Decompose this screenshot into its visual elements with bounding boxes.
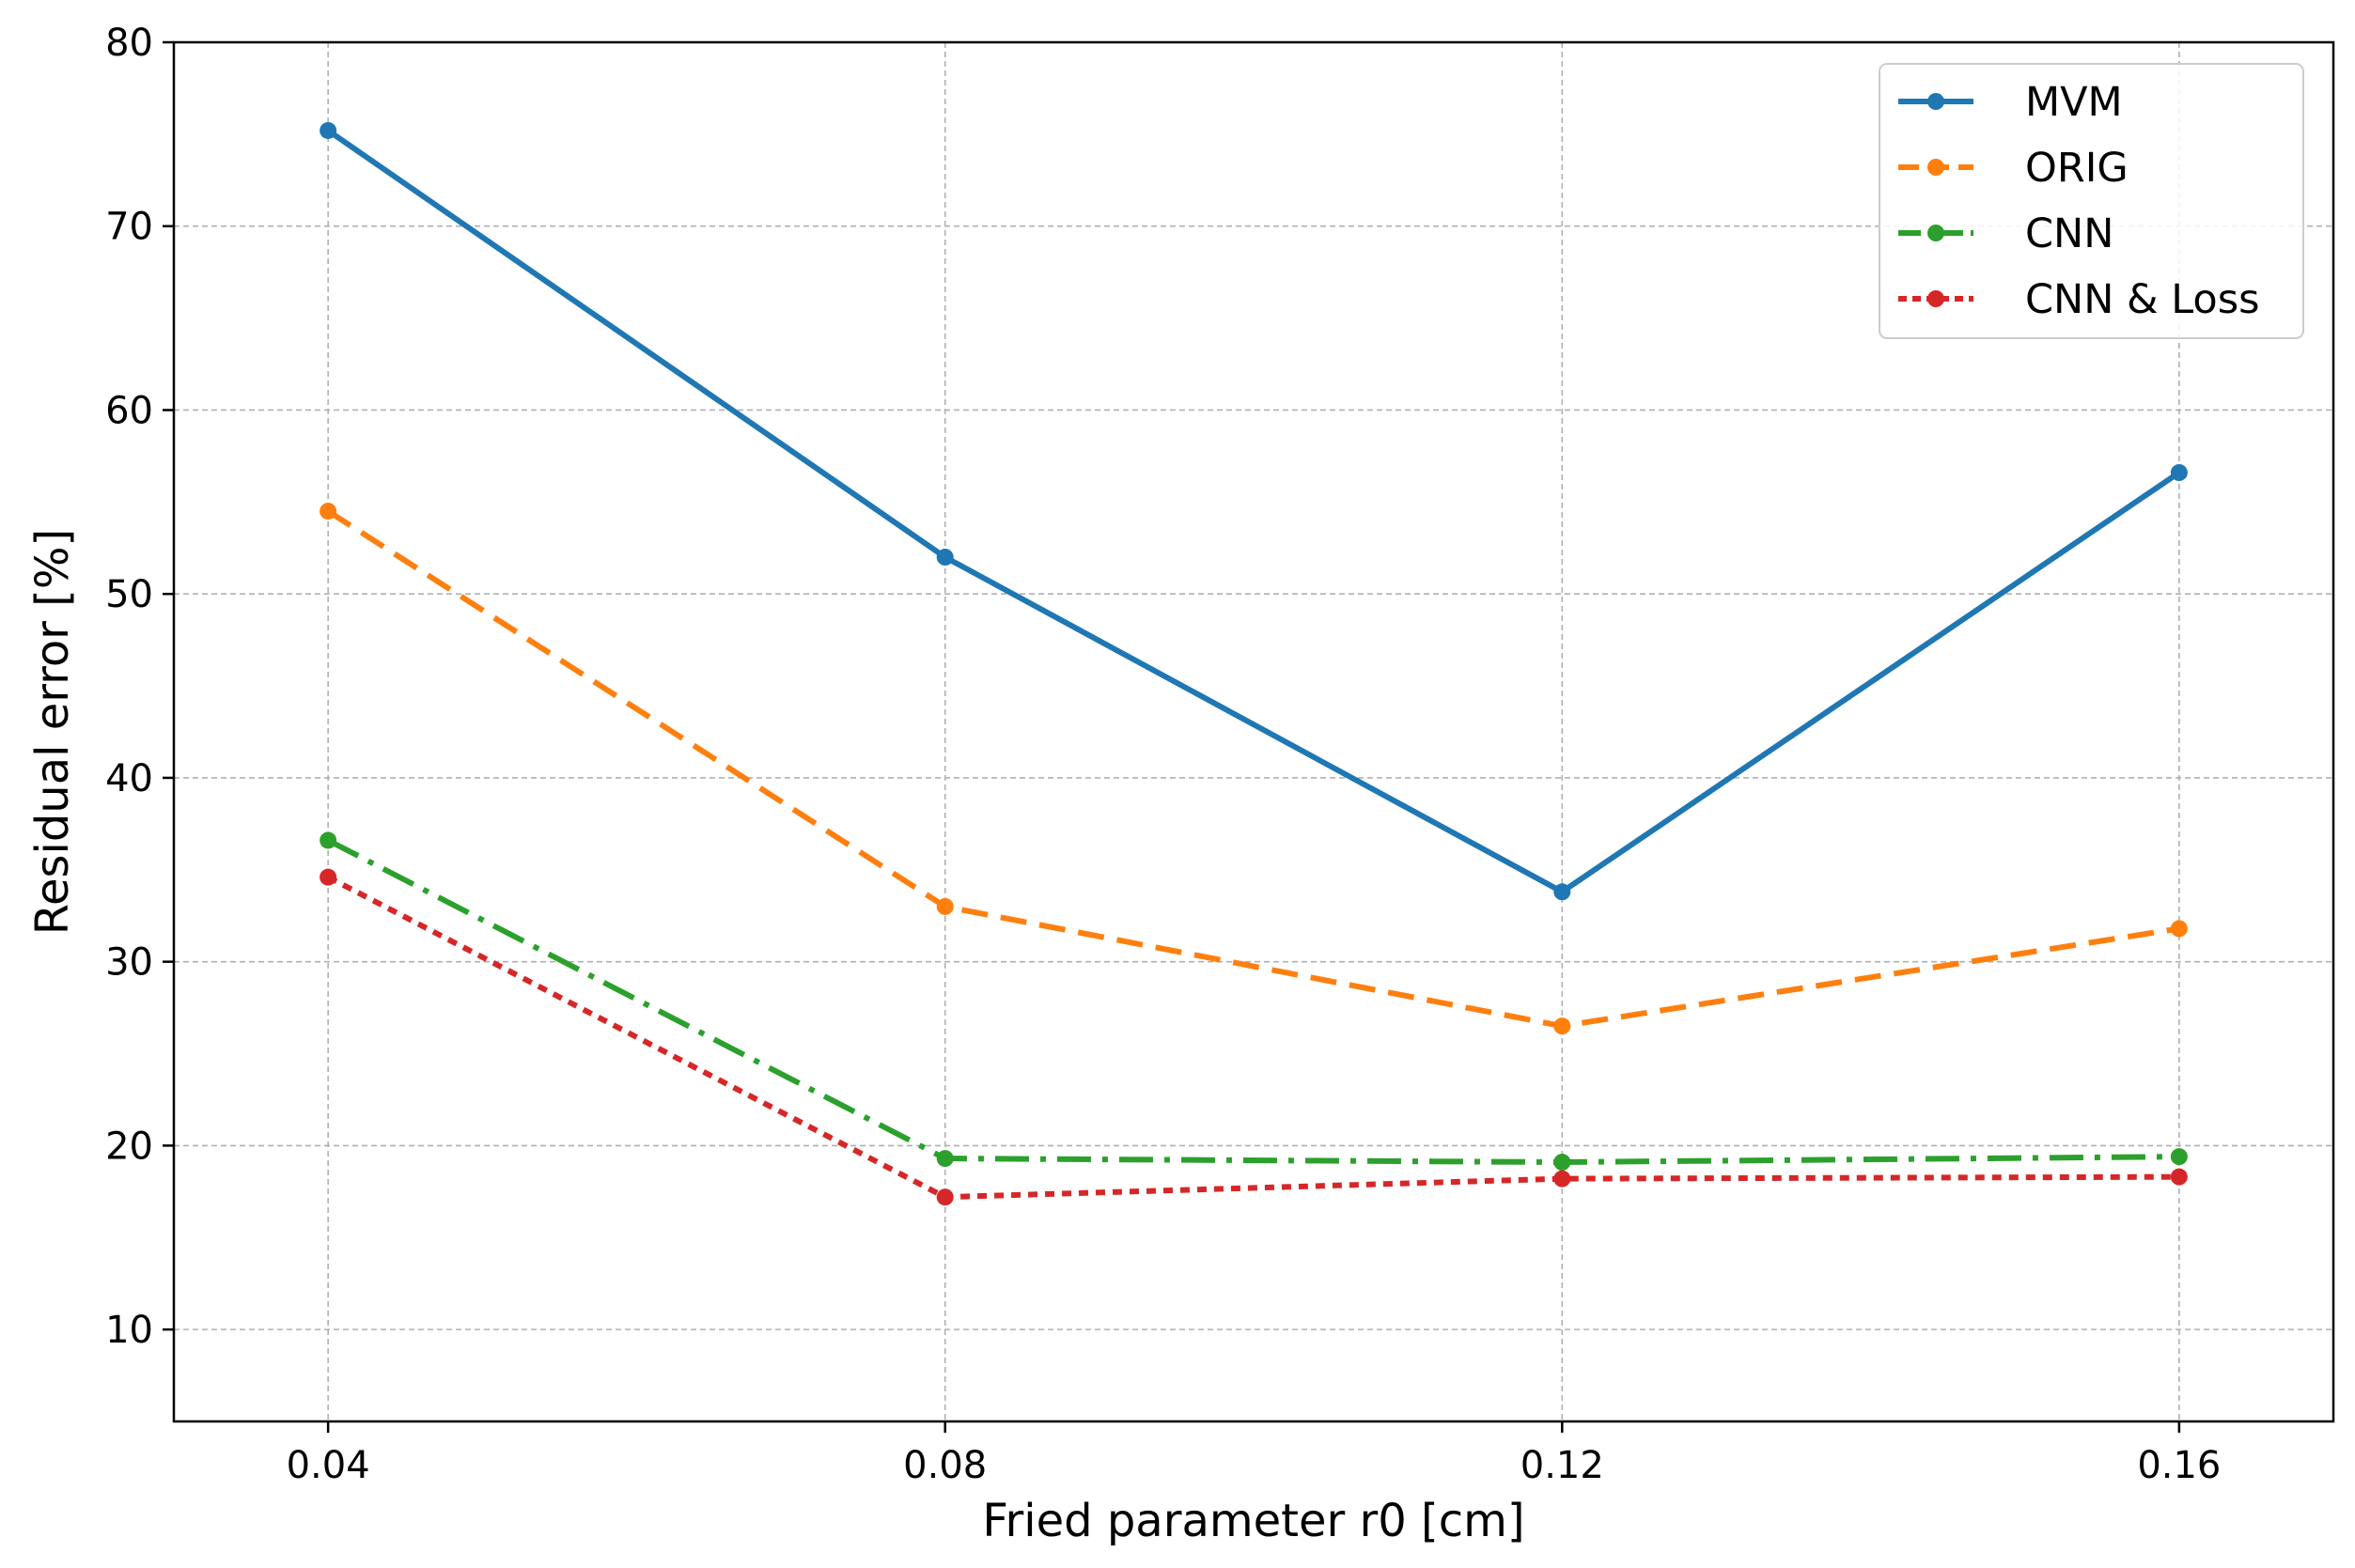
data-point: [1553, 1170, 1571, 1188]
y-tick-label: 50: [105, 573, 153, 616]
data-point: [320, 831, 337, 849]
y-tick-label: 40: [105, 757, 153, 800]
legend-marker: [1927, 159, 1944, 176]
data-point: [936, 897, 954, 915]
data-point: [2170, 1168, 2188, 1186]
y-tick-label: 10: [105, 1309, 153, 1352]
y-tick-label: 70: [105, 206, 153, 249]
y-tick-label: 30: [105, 941, 153, 985]
y-tick-label: 20: [105, 1125, 153, 1168]
series-line: [326, 837, 2179, 1166]
series-layer: [320, 121, 2188, 1206]
legend: MVM ORIG CNN CNN & Loss: [1879, 63, 2304, 339]
x-axis-label: Fried parameter r0 [cm]: [982, 1495, 1524, 1547]
series-line: [326, 508, 2180, 1030]
legend-marker: [1927, 93, 1944, 110]
series-orig: [320, 503, 2188, 1035]
legend-label: CNN: [2025, 210, 2113, 257]
x-tick-label: 0.12: [1521, 1444, 1604, 1487]
plot-frame: [172, 40, 2335, 1423]
series-line: [326, 874, 2179, 1201]
data-point: [2170, 464, 2188, 482]
series-cnn-loss: [320, 868, 2188, 1206]
data-point: [1553, 883, 1571, 901]
y-axis-label: Residual error [%]: [26, 529, 79, 936]
data-point: [2170, 1148, 2188, 1166]
data-point: [1553, 1154, 1571, 1172]
series-mvm: [320, 121, 2188, 901]
data-point: [2170, 920, 2188, 938]
data-point: [936, 549, 954, 567]
legend-box: [1879, 63, 2304, 339]
x-axis: 0.04 0.08 0.12 0.16: [287, 1421, 2221, 1487]
data-point: [320, 503, 337, 520]
series-line: [326, 128, 2181, 895]
legend-item: CNN: [1898, 210, 2113, 257]
y-tick-label: 60: [105, 389, 153, 432]
legend-marker: [1927, 290, 1944, 307]
legend-marker: [1927, 225, 1944, 241]
legend-item: MVM: [1898, 79, 2123, 126]
legend-label: ORIG: [2025, 145, 2129, 192]
x-tick-label: 0.08: [903, 1444, 987, 1487]
data-point: [1553, 1017, 1571, 1035]
y-tick-label: 80: [105, 22, 153, 65]
x-tick-label: 0.16: [2137, 1444, 2221, 1487]
data-point: [936, 1188, 954, 1206]
y-axis: 10 20 30 40 50 60 70 80: [105, 22, 174, 1352]
legend-label: CNN & Loss: [2025, 276, 2260, 323]
data-point: [320, 868, 337, 886]
data-point: [936, 1150, 954, 1168]
x-tick-label: 0.04: [287, 1444, 370, 1487]
legend-label: MVM: [2025, 79, 2123, 126]
legend-item: CNN & Loss: [1898, 276, 2260, 323]
legend-item: ORIG: [1898, 145, 2129, 192]
data-point: [320, 121, 337, 139]
series-cnn: [320, 831, 2188, 1172]
